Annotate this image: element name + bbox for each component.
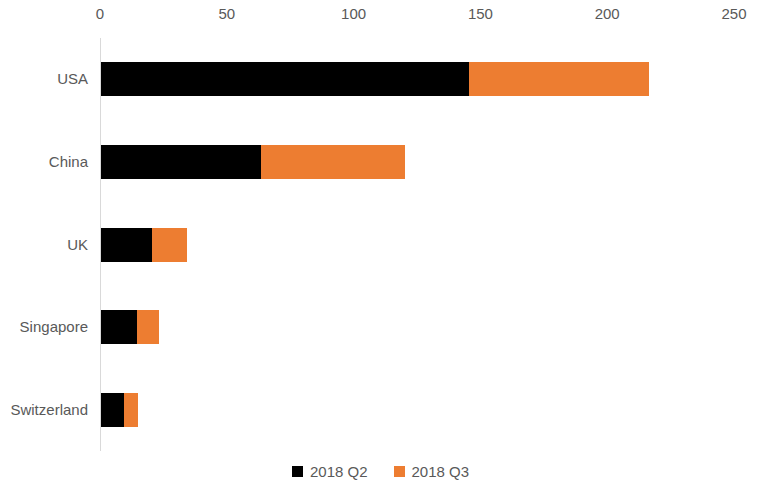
category-label: USA <box>0 69 88 89</box>
stacked-bar-chart: 0 50 100 150 200 250 USA China UK Singapore Switz… <box>0 0 761 500</box>
bar-segment-2018-q3 <box>152 228 188 262</box>
x-tick-label: 100 <box>341 6 366 22</box>
x-tick-label: 150 <box>468 6 493 22</box>
bar-segment-2018-q2 <box>101 145 261 179</box>
legend-item: 2018 Q3 <box>394 464 470 479</box>
x-axis: 0 50 100 150 200 250 <box>0 0 761 30</box>
x-tick-label: 200 <box>595 6 620 22</box>
bar-segment-2018-q3 <box>469 62 649 96</box>
bar-segment-2018-q3 <box>137 310 160 344</box>
bar-segment-2018-q2 <box>101 310 137 344</box>
bar-segment-2018-q2 <box>101 393 124 427</box>
bar-segment-2018-q3 <box>261 145 406 179</box>
category-label: China <box>0 152 88 172</box>
category-label: Switzerland <box>0 400 88 420</box>
bar-segment-2018-q2 <box>101 228 152 262</box>
legend: 2018 Q2 2018 Q3 <box>0 464 761 479</box>
legend-item: 2018 Q2 <box>292 464 368 479</box>
legend-label: 2018 Q3 <box>412 464 470 479</box>
bar-segment-2018-q3 <box>124 393 138 427</box>
x-tick-label: 50 <box>218 6 235 22</box>
category-label: Singapore <box>0 317 88 337</box>
x-tick-label: 250 <box>721 6 746 22</box>
category-label: UK <box>0 235 88 255</box>
legend-swatch <box>292 466 303 477</box>
x-tick-label: 0 <box>96 6 104 22</box>
legend-swatch <box>394 466 405 477</box>
bar-segment-2018-q2 <box>101 62 469 96</box>
legend-label: 2018 Q2 <box>310 464 368 479</box>
